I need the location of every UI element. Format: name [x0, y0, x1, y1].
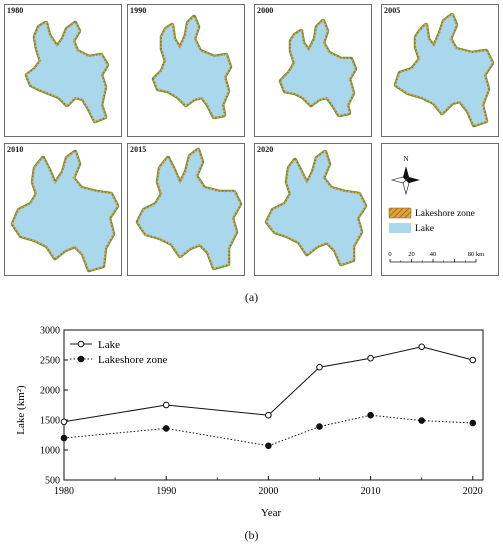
- map-panel-2010: 2010: [4, 143, 122, 276]
- lake-outline: [281, 21, 355, 115]
- scale-tick-40: 40: [430, 251, 437, 258]
- series-point-1: [162, 425, 170, 432]
- series-point-1: [265, 442, 272, 450]
- lakeshore-band: [153, 16, 231, 118]
- lake-map-2005: [393, 12, 495, 128]
- x-tick-label: 2020: [463, 486, 483, 497]
- chart-canvas: 500 1000 1500 2000 2500 3000 1980 1990 2000 2010…: [15, 326, 484, 519]
- series-point-0: [418, 343, 425, 351]
- map-panel-2000: 2000: [254, 4, 372, 137]
- lake-outline: [13, 152, 117, 270]
- panel-year-label: 2020: [257, 145, 274, 154]
- legend-label-1: Lakeshore zone: [98, 354, 167, 366]
- map-panel-1990: 1990: [127, 4, 245, 137]
- panel-year-label: 1980: [7, 6, 24, 15]
- legend-marker-0: [77, 340, 85, 348]
- legend-label-lake: Lake: [415, 224, 434, 234]
- lake-map-1980: [24, 20, 110, 124]
- y-tick-label: 2500: [40, 356, 60, 367]
- lake-map-1990: [151, 14, 233, 120]
- panel-year-label: 2010: [7, 145, 24, 154]
- legend-marker-1: [77, 355, 85, 363]
- lake-outline: [267, 152, 365, 264]
- legend-label-lakeshore: Lakeshore zone: [415, 209, 475, 219]
- series-line-1: [63, 414, 473, 447]
- legend-graphic: N Lakeshore zone Lake 0 20 40 80 km: [388, 155, 484, 263]
- y-tick-label: 500: [45, 476, 60, 487]
- series-point-0: [316, 363, 323, 371]
- lake-outline: [27, 23, 107, 121]
- scale-tick-0: 0: [388, 251, 391, 258]
- north-label: N: [403, 155, 408, 163]
- map-panel-2020: 2020: [254, 143, 372, 276]
- y-tick-label: 1500: [40, 416, 60, 427]
- x-tick-label: 2000: [258, 486, 278, 497]
- series-point-1: [60, 434, 68, 442]
- lake-swatch: [389, 223, 411, 233]
- lake-map-2010: [10, 149, 120, 273]
- series-point-0: [367, 354, 374, 362]
- series-point-0: [265, 411, 272, 419]
- lakeshore-band: [137, 149, 241, 269]
- panel-year-label: 2015: [130, 145, 147, 154]
- map-panel-2005: 2005: [381, 4, 499, 137]
- lake-map-2015: [135, 147, 243, 271]
- series-point-1: [367, 411, 374, 419]
- lakeshore-band: [280, 20, 356, 116]
- panel-year-label: 2005: [384, 6, 401, 15]
- series-point-1: [316, 423, 323, 430]
- lake-outline: [154, 17, 230, 117]
- scale-tick-80: 80 km: [468, 251, 484, 258]
- map-legend-panel: N Lakeshore zone Lake 0 20 40 80 km: [381, 143, 499, 276]
- x-tick-label: 1980: [54, 486, 74, 497]
- north-arrow-icon: [390, 166, 420, 196]
- x-tick-label: 1990: [156, 486, 176, 497]
- series-point-1: [469, 419, 477, 427]
- series-point-0: [60, 418, 68, 426]
- legend-label-0: Lake: [98, 339, 120, 351]
- lake-outline: [396, 15, 492, 125]
- lake-map-2020: [264, 149, 368, 267]
- lakeshore-swatch: [388, 207, 412, 219]
- y-tick-label: 1000: [40, 446, 60, 457]
- y-tick-label: 2000: [40, 386, 60, 397]
- series-point-1: [418, 417, 425, 424]
- scale-bar: [389, 259, 477, 263]
- x-axis-label: Year: [261, 507, 282, 519]
- lake-outline: [138, 150, 240, 268]
- caption-b: (b): [244, 528, 259, 542]
- x-tick-label: 2010: [361, 486, 381, 497]
- y-axis-label: Lake (km²): [15, 385, 27, 435]
- plot-frame: [63, 329, 484, 481]
- map-panel-1980: 1980: [4, 4, 122, 137]
- lake-map-2000: [278, 18, 358, 118]
- y-tick-label: 3000: [40, 326, 60, 337]
- area-line-chart: 500 1000 1500 2000 2500 3000 1980 1990 2000 2010…: [0, 318, 503, 523]
- series-point-0: [469, 356, 477, 364]
- scale-tick-20: 20: [408, 251, 415, 258]
- caption-a: (a): [244, 290, 259, 304]
- panel-year-label: 2000: [257, 6, 274, 15]
- series-point-0: [162, 401, 170, 409]
- panel-year-label: 1990: [130, 6, 147, 15]
- map-panel-2015: 2015: [127, 143, 245, 276]
